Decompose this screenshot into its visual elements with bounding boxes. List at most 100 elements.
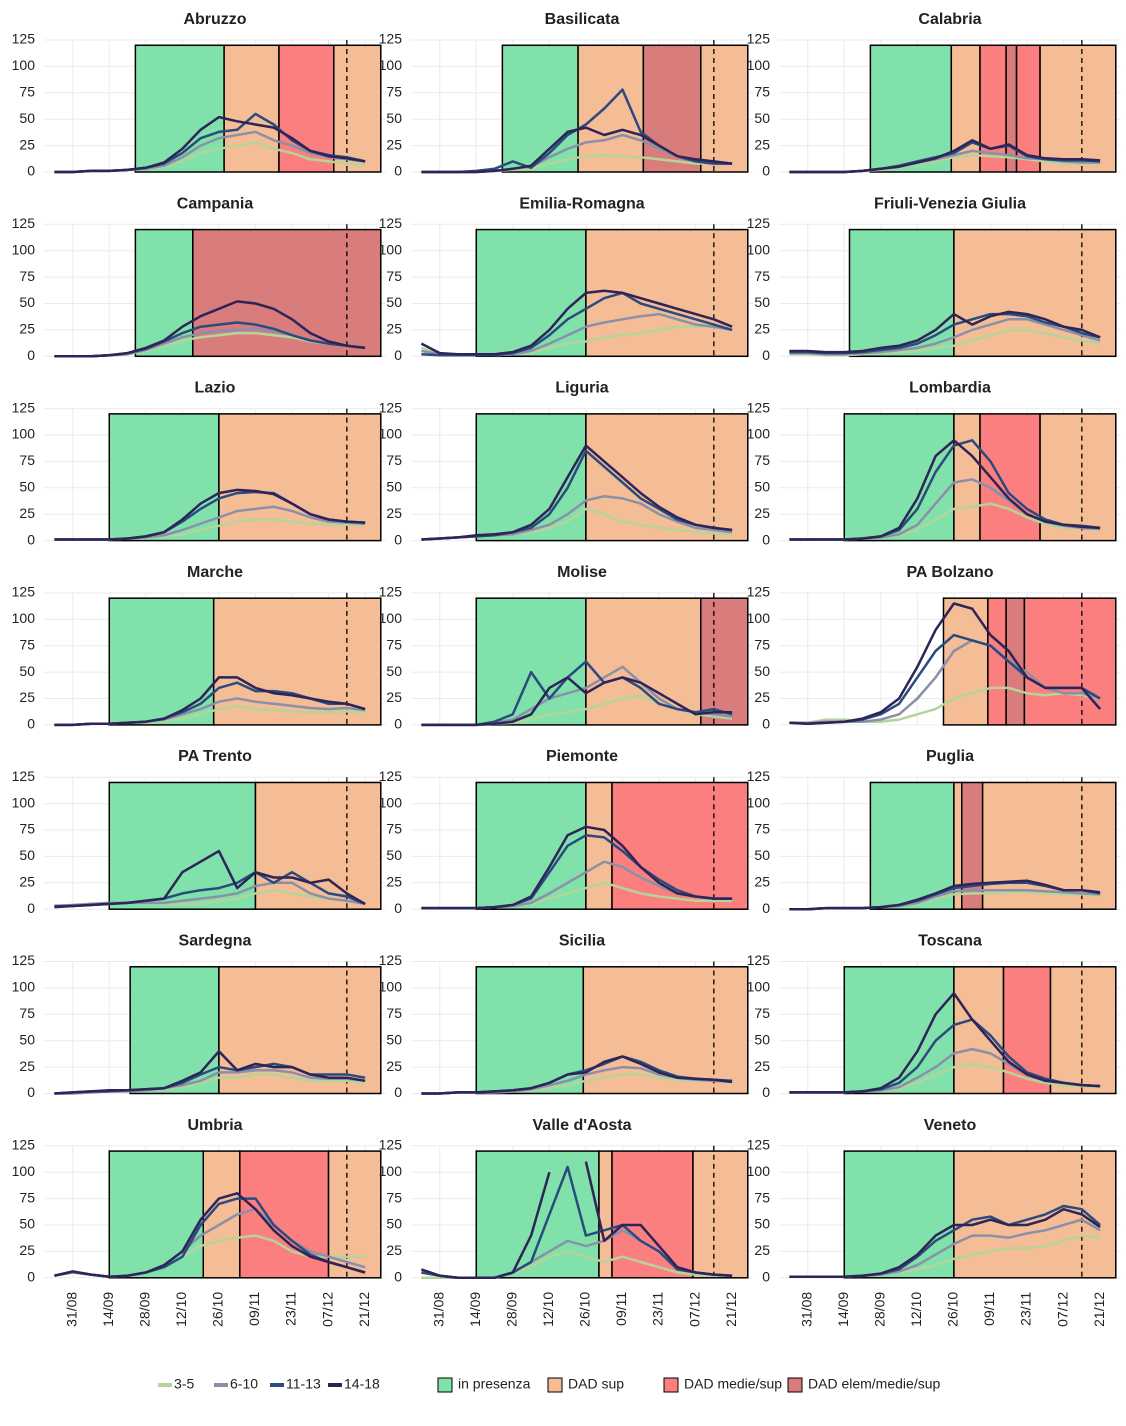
y-tick-label: 25 bbox=[386, 505, 402, 521]
y-tick-label: 100 bbox=[379, 979, 403, 995]
region bbox=[700, 597, 749, 726]
y-tick-label: 75 bbox=[386, 84, 402, 100]
x-tick-label: 26/10 bbox=[945, 1292, 961, 1327]
panel-title: Sicilia bbox=[559, 933, 605, 950]
x-tick-label: 14/09 bbox=[835, 1292, 851, 1327]
series-line bbox=[421, 444, 733, 541]
region bbox=[223, 44, 280, 173]
panel-title: Friuli-Venezia Giulia bbox=[874, 195, 1026, 212]
y-tick-label: 125 bbox=[12, 399, 36, 415]
panel: Abruzzo 0 25 50 75 100 125 bbox=[12, 11, 386, 179]
legend-swatch bbox=[787, 1377, 803, 1393]
y-tick-label: 25 bbox=[754, 1242, 770, 1258]
y-tick-label: 125 bbox=[379, 215, 403, 231]
y-tick-label: 75 bbox=[754, 1005, 770, 1021]
legend-swatch bbox=[547, 1377, 563, 1393]
y-tick-label: 0 bbox=[762, 163, 770, 179]
panel: PA Trento 0 25 50 75 100 125 bbox=[12, 748, 386, 916]
y-tick-label: 75 bbox=[19, 636, 35, 652]
x-tick-label: 21/12 bbox=[356, 1292, 372, 1327]
y-tick-label: 75 bbox=[386, 268, 402, 284]
series-line bbox=[54, 676, 366, 727]
y-tick-label: 50 bbox=[386, 110, 402, 126]
y-tick-label: 50 bbox=[19, 1216, 35, 1232]
y-tick-label: 125 bbox=[747, 768, 771, 784]
region bbox=[134, 44, 225, 173]
x-tick-label: 21/12 bbox=[1091, 1292, 1107, 1327]
series-line bbox=[420, 289, 733, 356]
panel: Umbria 0 25 50 75 100 125 31/08 14/09 28/09 12/10 2… bbox=[12, 1117, 386, 1327]
y-tick-label: 0 bbox=[394, 1269, 402, 1285]
y-tick-label: 50 bbox=[754, 479, 770, 495]
series-line bbox=[421, 676, 733, 727]
x-tick-label: 12/10 bbox=[540, 1292, 556, 1327]
y-tick-label: 100 bbox=[379, 794, 403, 810]
series-line bbox=[421, 126, 733, 174]
y-tick-label: 25 bbox=[386, 689, 402, 705]
panel: Liguria 0 25 50 75 100 125 bbox=[379, 380, 753, 547]
panel: Basilicata 0 25 50 75 100 125 bbox=[379, 11, 753, 179]
y-tick-label: 125 bbox=[379, 768, 403, 784]
region bbox=[212, 597, 382, 726]
region bbox=[843, 413, 955, 542]
region bbox=[848, 228, 955, 358]
legend-label: in presenza bbox=[458, 1376, 531, 1392]
y-tick-label: 0 bbox=[27, 347, 35, 363]
panel: Lombardia 0 25 50 75 100 125 bbox=[747, 380, 1121, 547]
y-tick-label: 75 bbox=[386, 821, 402, 837]
y-tick-label: 0 bbox=[27, 716, 35, 732]
y-tick-label: 25 bbox=[386, 874, 402, 890]
region bbox=[475, 781, 587, 910]
x-tick-label: 14/09 bbox=[100, 1292, 116, 1327]
x-tick-label: 14/09 bbox=[467, 1292, 483, 1327]
y-tick-label: 50 bbox=[754, 294, 770, 310]
panel: Lazio 0 25 50 75 100 125 bbox=[12, 380, 386, 547]
series-line bbox=[789, 439, 1101, 541]
region bbox=[953, 1150, 1117, 1279]
y-tick-label: 25 bbox=[754, 321, 770, 337]
region bbox=[585, 413, 749, 542]
y-tick-label: 25 bbox=[19, 689, 35, 705]
panel: Emilia-Romagna 0 25 50 75 100 125 bbox=[379, 195, 753, 363]
y-tick-label: 50 bbox=[19, 1031, 35, 1047]
region bbox=[1049, 966, 1117, 1095]
y-tick-label: 125 bbox=[379, 584, 403, 600]
y-tick-label: 100 bbox=[747, 794, 771, 810]
y-tick-label: 75 bbox=[754, 452, 770, 468]
y-tick-label: 100 bbox=[379, 610, 403, 626]
y-tick-label: 75 bbox=[386, 452, 402, 468]
region bbox=[611, 781, 749, 910]
y-tick-label: 25 bbox=[19, 505, 35, 521]
y-tick-label: 25 bbox=[19, 1242, 35, 1258]
y-tick-label: 50 bbox=[386, 1216, 402, 1232]
y-tick-label: 75 bbox=[754, 268, 770, 284]
y-tick-label: 25 bbox=[19, 321, 35, 337]
panel-title: Lazio bbox=[195, 380, 236, 397]
region bbox=[953, 413, 981, 542]
y-tick-label: 0 bbox=[762, 1084, 770, 1100]
panel-title: Campania bbox=[177, 195, 254, 212]
y-tick-label: 50 bbox=[19, 479, 35, 495]
region bbox=[333, 44, 382, 173]
region bbox=[108, 781, 257, 910]
panel: Sardegna 0 25 50 75 100 125 bbox=[12, 933, 386, 1100]
y-tick-label: 125 bbox=[747, 952, 771, 968]
region bbox=[501, 44, 579, 173]
y-tick-label: 0 bbox=[762, 347, 770, 363]
panel: Campania 0 25 50 75 100 125 bbox=[12, 195, 386, 363]
x-tick-label: 28/09 bbox=[872, 1292, 888, 1327]
panel: Puglia 0 25 50 75 100 125 bbox=[747, 748, 1121, 916]
panel-title: Sardegna bbox=[179, 933, 252, 950]
y-tick-label: 100 bbox=[12, 241, 36, 257]
panel-title: Puglia bbox=[926, 748, 974, 765]
x-tick-label: 28/09 bbox=[137, 1292, 153, 1327]
series-line bbox=[789, 310, 1101, 354]
y-tick-label: 100 bbox=[12, 1163, 36, 1179]
y-tick-label: 50 bbox=[754, 1031, 770, 1047]
y-tick-label: 125 bbox=[747, 1137, 771, 1153]
y-tick-label: 75 bbox=[754, 821, 770, 837]
y-tick-label: 0 bbox=[762, 1269, 770, 1285]
region bbox=[475, 966, 585, 1095]
region bbox=[108, 597, 215, 726]
y-tick-label: 0 bbox=[762, 716, 770, 732]
